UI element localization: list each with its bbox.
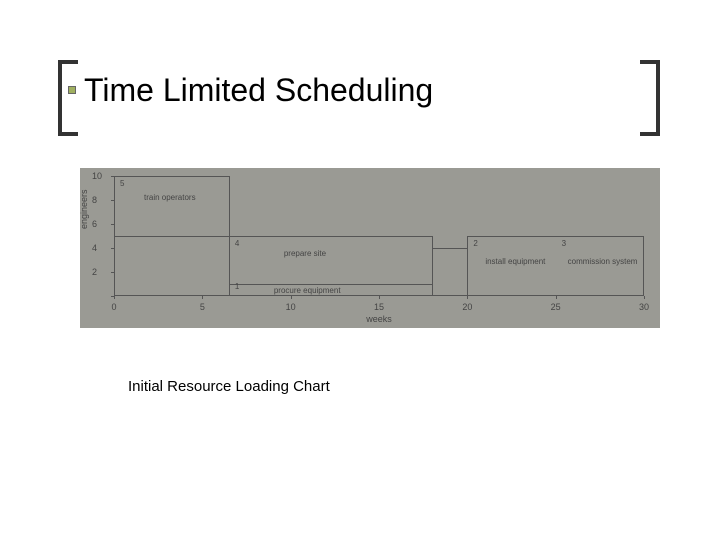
y-axis-title: engineers — [79, 189, 89, 229]
title-bullet-marker — [68, 86, 76, 94]
y-tick-label: 10 — [92, 171, 102, 181]
segment-value: 2 — [473, 239, 477, 248]
task-train-operators: train operators — [144, 194, 196, 203]
y-tick-label: 4 — [92, 243, 97, 253]
task-commission-system: commission system — [568, 258, 638, 267]
task-prepare-site: prepare site — [284, 250, 326, 259]
x-tick — [467, 296, 468, 299]
chart-caption: Initial Resource Loading Chart — [128, 378, 330, 395]
segment-divider — [229, 284, 432, 285]
segment-value: 1 — [235, 282, 239, 291]
y-tick-label: 8 — [92, 195, 97, 205]
x-tick-label: 5 — [200, 302, 205, 312]
resource-loading-chart: engineers weeks 2 4 6 8 10 0 5 10 15 20 25 30 5 train… — [80, 168, 660, 328]
x-tick — [556, 296, 557, 299]
x-tick — [202, 296, 203, 299]
y-tick-label: 6 — [92, 219, 97, 229]
x-tick — [379, 296, 380, 299]
slide-title: Time Limited Scheduling — [84, 72, 433, 109]
segment-value: 3 — [562, 239, 566, 248]
y-tick-label: 2 — [92, 267, 97, 277]
step-edge — [229, 176, 230, 236]
x-tick-label: 25 — [551, 302, 561, 312]
x-tick-label: 30 — [639, 302, 649, 312]
task-procure-equipment: procure equipment — [274, 287, 341, 296]
step-edge — [467, 236, 468, 248]
x-tick-label: 15 — [374, 302, 384, 312]
x-tick — [291, 296, 292, 299]
title-bracket-left — [58, 60, 78, 136]
x-tick — [114, 296, 115, 299]
resource-bar — [432, 248, 467, 296]
x-axis-title: weeks — [366, 314, 392, 324]
x-tick-label: 10 — [286, 302, 296, 312]
segment-value: 5 — [120, 179, 124, 188]
x-tick-label: 20 — [462, 302, 472, 312]
task-install-equipment: install equipment — [485, 258, 545, 267]
segment-divider — [114, 236, 229, 237]
step-edge — [432, 236, 433, 248]
x-tick-label: 0 — [111, 302, 116, 312]
title-bracket-right — [640, 60, 660, 136]
segment-value: 4 — [235, 239, 239, 248]
x-tick — [644, 296, 645, 299]
